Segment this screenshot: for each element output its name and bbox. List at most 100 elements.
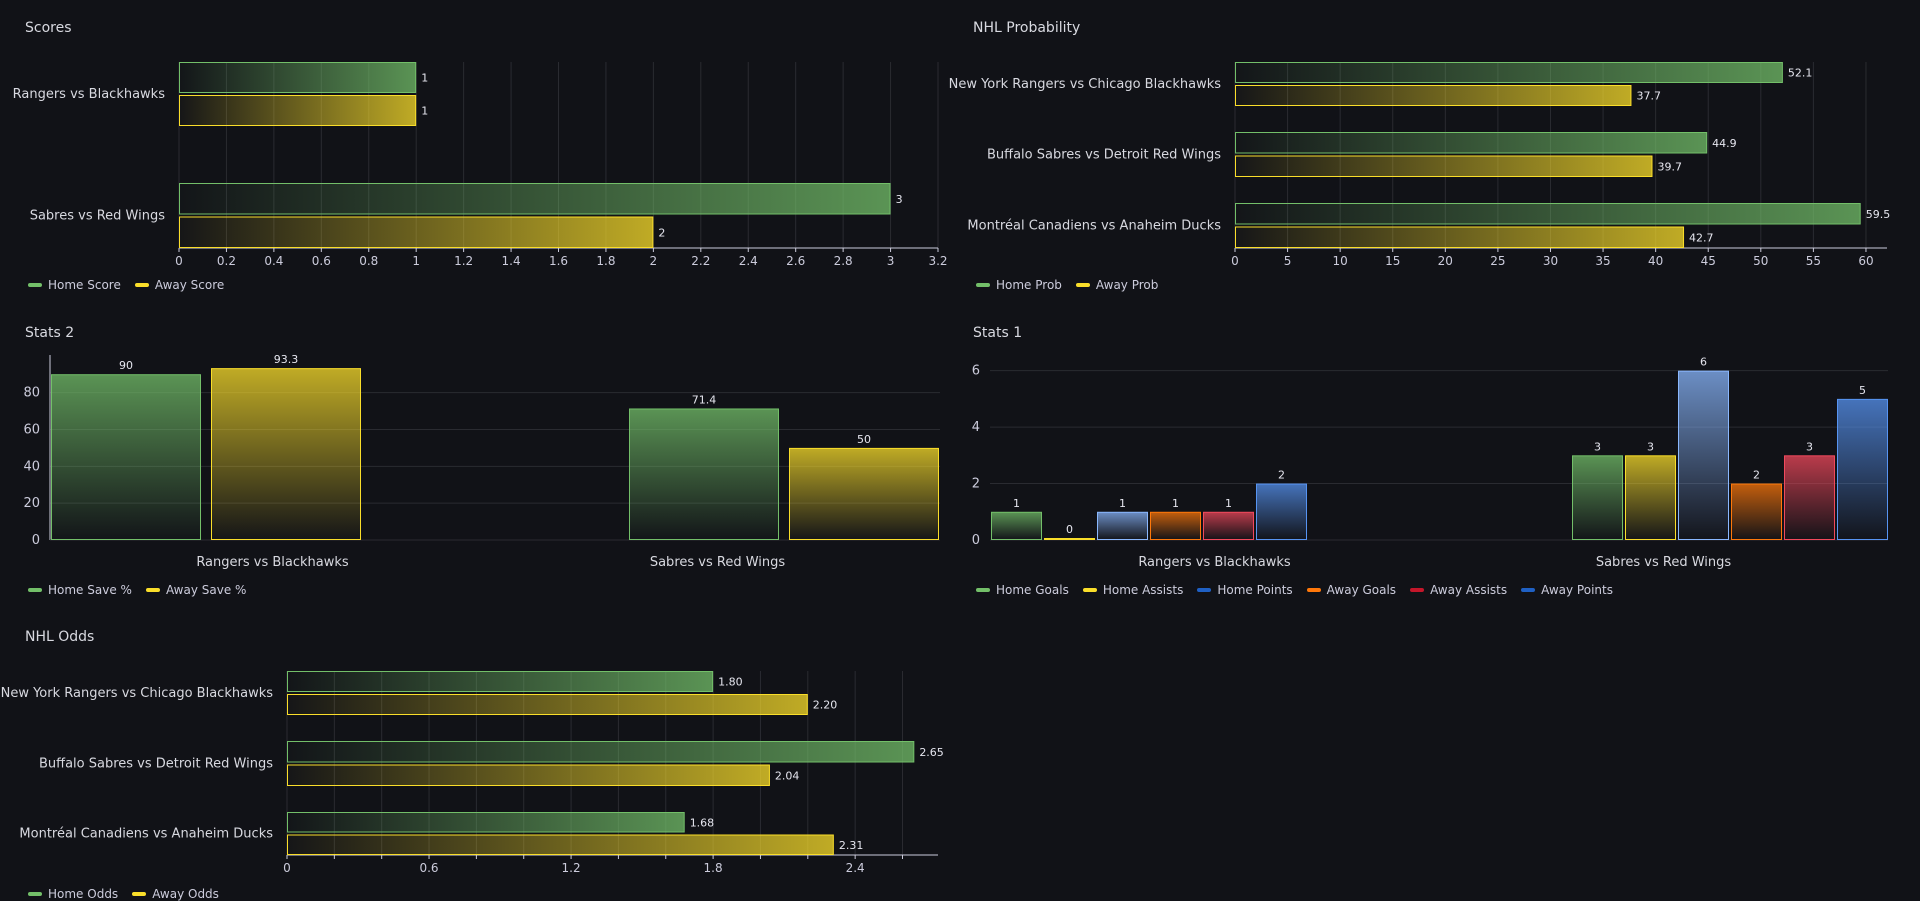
bar-away-prob bbox=[1235, 155, 1653, 177]
x-tick-label: 25 bbox=[1490, 254, 1505, 268]
legend-label: Home Score bbox=[48, 278, 121, 292]
legend-swatch bbox=[28, 588, 42, 592]
x-tick-label: 1.2 bbox=[562, 861, 581, 875]
legend-item-home-save[interactable]: Home Save % bbox=[28, 583, 132, 597]
data-label: 1 bbox=[421, 72, 428, 85]
legend-item-away-points[interactable]: Away Points bbox=[1521, 583, 1613, 597]
legend-item-home-points[interactable]: Home Points bbox=[1197, 583, 1293, 597]
y-tick-label: 0 bbox=[972, 533, 980, 548]
data-label: 2.04 bbox=[775, 769, 800, 782]
panel-title: NHL Probability bbox=[973, 20, 1081, 36]
legend: Home Odds Away Odds bbox=[28, 887, 219, 901]
legend-swatch bbox=[1075, 283, 1090, 287]
x-tick-label: 15 bbox=[1385, 254, 1400, 268]
legend-swatch bbox=[976, 588, 990, 592]
legend-item-away-score[interactable]: Away Score bbox=[134, 278, 224, 292]
x-tick-label: 5 bbox=[1284, 254, 1292, 268]
x-tick-label: 1.8 bbox=[596, 254, 615, 268]
legend-item-home-odds[interactable]: Home Odds bbox=[28, 887, 118, 901]
data-label: 1 bbox=[1172, 497, 1179, 510]
bar-away-odds bbox=[287, 764, 770, 786]
legend-item-home-assists[interactable]: Home Assists bbox=[1082, 583, 1183, 597]
bar-home-points bbox=[1678, 370, 1729, 541]
legend-label: Home Save % bbox=[48, 583, 132, 597]
panel-title: Scores bbox=[25, 20, 72, 36]
legend-label: Home Odds bbox=[48, 887, 119, 901]
bar-away-points bbox=[1256, 483, 1307, 540]
legend-item-away-save[interactable]: Away Save % bbox=[145, 583, 247, 597]
legend-label: Away Points bbox=[1541, 583, 1613, 597]
legend: Home Save % Away Save % bbox=[28, 583, 246, 597]
data-label: 1 bbox=[1225, 497, 1232, 510]
legend: Home Goals Home Assists Home Points Away Go… bbox=[976, 583, 1613, 597]
data-label: 44.9 bbox=[1712, 137, 1737, 150]
x-tick-label: 35 bbox=[1595, 254, 1610, 268]
category-label: Buffalo Sabres vs Detroit Red Wings bbox=[39, 757, 273, 772]
bar-home-score bbox=[179, 62, 417, 93]
x-tick-label: 1.4 bbox=[502, 254, 521, 268]
legend-item-away-prob[interactable]: Away Prob bbox=[1075, 278, 1159, 292]
x-tick-label: 0 bbox=[1231, 254, 1239, 268]
legend-label: Away Odds bbox=[152, 887, 219, 901]
legend-swatch bbox=[1521, 588, 1536, 592]
bar-home-goals bbox=[1572, 455, 1623, 541]
bar-away-assists bbox=[1784, 455, 1835, 541]
category-label: Sabres vs Red Wings bbox=[650, 555, 786, 570]
data-label: 1 bbox=[1119, 497, 1126, 510]
data-label: 3 bbox=[1806, 440, 1813, 453]
panel-title: Stats 2 bbox=[25, 325, 75, 341]
legend-item-home-goals[interactable]: Home Goals bbox=[976, 583, 1069, 597]
data-label: 2.31 bbox=[839, 839, 864, 852]
legend-label: Home Prob bbox=[996, 278, 1062, 292]
legend-label: Away Assists bbox=[1430, 583, 1508, 597]
legend-item-home-prob[interactable]: Home Prob bbox=[976, 278, 1062, 292]
x-tick-label: 30 bbox=[1543, 254, 1558, 268]
legend-swatch bbox=[132, 892, 147, 896]
category-label: New York Rangers vs Chicago Blackhawks bbox=[949, 77, 1222, 92]
x-tick-label: 3.2 bbox=[928, 254, 947, 268]
x-tick-label: 1 bbox=[412, 254, 420, 268]
bar-home-odds bbox=[287, 812, 685, 833]
bar-away-goals bbox=[1731, 483, 1782, 540]
x-tick-label: 0 bbox=[283, 861, 291, 875]
legend: Home Prob Away Prob bbox=[976, 278, 1158, 292]
legend-label: Away Save % bbox=[165, 583, 247, 597]
bar-home-score bbox=[179, 183, 891, 215]
bar-away-save bbox=[789, 447, 939, 540]
bar-away-save bbox=[211, 368, 361, 541]
data-label: 50 bbox=[857, 433, 871, 446]
x-tick-label: 10 bbox=[1333, 254, 1348, 268]
legend-label: Away Goals bbox=[1326, 583, 1397, 597]
x-tick-label: 2.4 bbox=[846, 861, 865, 875]
x-tick-label: 0.2 bbox=[217, 254, 236, 268]
data-label: 90 bbox=[119, 359, 133, 372]
legend-item-away-assists[interactable]: Away Assists bbox=[1410, 583, 1507, 597]
y-tick-label: 6 bbox=[972, 364, 980, 379]
bar-home-save bbox=[51, 374, 201, 540]
bar-away-odds bbox=[287, 694, 808, 715]
legend-label: Away Prob bbox=[1095, 278, 1159, 292]
legend-item-home-score[interactable]: Home Score bbox=[28, 278, 121, 292]
x-tick-label: 1.6 bbox=[549, 254, 568, 268]
legend-item-away-odds[interactable]: Away Odds bbox=[132, 887, 219, 901]
bar-home-odds bbox=[287, 671, 714, 692]
data-label: 0 bbox=[1066, 523, 1073, 536]
x-tick-label: 0 bbox=[175, 254, 183, 268]
data-label: 2 bbox=[658, 226, 665, 239]
bar-away-assists bbox=[1203, 511, 1254, 541]
data-label: 71.4 bbox=[692, 393, 717, 406]
category-label: Sabres vs Red Wings bbox=[30, 209, 166, 224]
legend-swatch bbox=[1410, 588, 1425, 592]
bar-away-prob bbox=[1235, 226, 1685, 248]
legend-item-away-goals[interactable]: Away Goals bbox=[1306, 583, 1397, 597]
bar-home-prob bbox=[1235, 132, 1708, 154]
bar-away-points bbox=[1837, 398, 1888, 540]
legend-swatch bbox=[28, 892, 42, 896]
data-label: 1.68 bbox=[690, 816, 715, 829]
bar-away-goals bbox=[1150, 511, 1201, 541]
y-tick-label: 2 bbox=[972, 477, 980, 492]
x-tick-label: 0.6 bbox=[312, 254, 331, 268]
data-label: 1.80 bbox=[718, 676, 743, 689]
panel-nhl-probability: NHL Probability 0 5 10 15 20 25 30 35 40 45 50 55 60… bbox=[948, 0, 1920, 305]
panel-nhl-odds: NHL Odds 0 0.6 1.2 1.8 2.4 New York Rangers v… bbox=[0, 609, 960, 901]
